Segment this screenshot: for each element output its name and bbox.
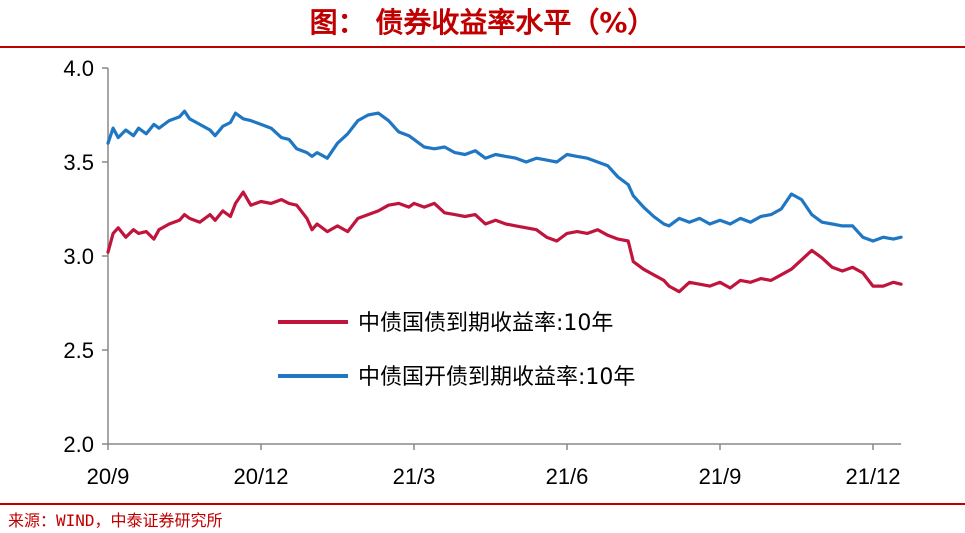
y-tick-label: 3.5 (63, 150, 94, 175)
legend-label-red: 中债国债到期收益率:10年 (358, 311, 613, 336)
x-tick-label: 21/3 (393, 464, 436, 489)
chart-legend: 中债国债到期收益率:10年 中债国开债到期收益率:10年 (278, 311, 635, 390)
title-rule (0, 46, 965, 48)
y-tick-label: 4.0 (63, 56, 94, 81)
x-tick-label: 20/9 (87, 464, 130, 489)
x-tick-label: 21/12 (845, 464, 900, 489)
x-tick-label: 21/6 (546, 464, 589, 489)
source-note: 来源：WIND，中泰证券研究所 (8, 511, 223, 530)
chart-title: 图： 债券收益率水平（%） (309, 6, 656, 39)
y-tick-label: 2.0 (63, 432, 94, 457)
series-line-cdb-10y (106, 109, 903, 243)
x-tick-label: 20/12 (233, 464, 288, 489)
source-rule (0, 503, 965, 505)
series-line-treasury-10y (106, 190, 903, 294)
y-tick-label: 3.0 (63, 244, 94, 269)
chart-axes: 2.0 2.5 3.0 3.5 4.0 20/9 20/12 21/3 21/6 21/9 21/1… (63, 56, 902, 489)
y-tick-label: 2.5 (63, 338, 94, 363)
legend-label-blue: 中债国开债到期收益率:10年 (358, 365, 635, 390)
chart-lines (106, 109, 903, 294)
x-tick-label: 21/9 (699, 464, 742, 489)
